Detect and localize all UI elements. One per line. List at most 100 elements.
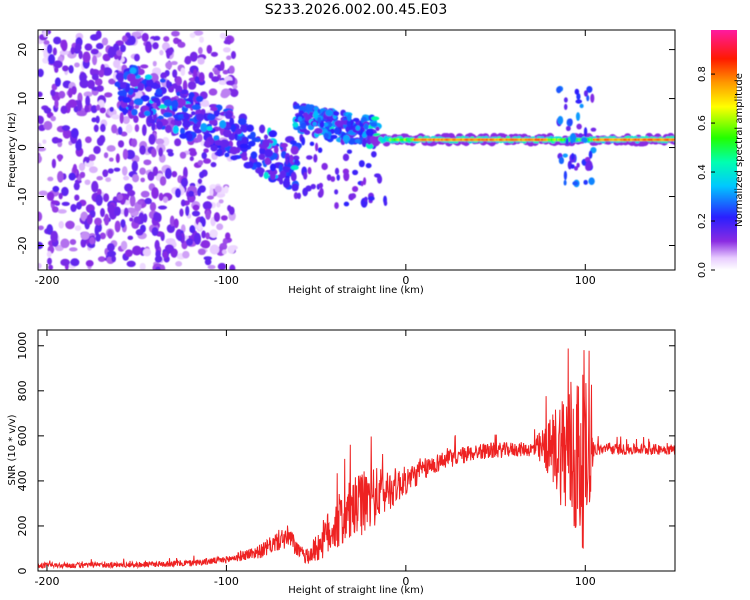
spectrogram-blob: [42, 139, 47, 144]
spectrogram-blob: [151, 148, 157, 158]
spectrogram-blob: [38, 142, 42, 148]
spectrogram-blob: [155, 266, 161, 270]
snr-frame: [37, 329, 676, 572]
spectrogram-blob: [280, 142, 288, 148]
spectrogram-blob: [70, 258, 80, 267]
spectrogram-blob: [194, 76, 200, 84]
spectrogram-blob: [133, 97, 144, 106]
spectrogram-blob: [175, 76, 182, 86]
snr-y-ticks: 0 200 400 600 800 1000: [16, 332, 675, 575]
spectrogram-blob: [46, 191, 55, 201]
spectrogram-blob: [578, 133, 584, 139]
spectrogram-x-tick-label: -100: [214, 274, 239, 287]
snr-series-line: [38, 348, 675, 570]
spectrogram-blob: [119, 44, 126, 53]
spectrogram-blob: [125, 124, 133, 134]
spectrogram-blob: [367, 196, 375, 201]
spectrogram-blob: [217, 262, 227, 270]
spectrogram-blob: [209, 187, 214, 198]
spectrogram-blob: [55, 138, 63, 143]
spectrogram-blob: [199, 216, 205, 224]
spectrogram-blob: [131, 31, 142, 38]
spectrogram-blob: [199, 36, 204, 44]
spectrogram-blob: [141, 32, 149, 42]
spectrogram-blob: [240, 152, 248, 157]
spectrogram-blob: [129, 194, 136, 207]
spectrogram-blob: [38, 154, 42, 164]
spectrogram-blob: [93, 124, 99, 133]
spectrogram-y-tick-label: -20: [16, 237, 29, 255]
spectrogram-blob: [107, 204, 115, 215]
spectrogram-blob: [255, 167, 265, 174]
spectrogram-blob: [128, 35, 136, 46]
snr-x-tick-label: 0: [402, 575, 409, 588]
spectrogram-blob: [283, 177, 290, 183]
spectrogram-blob: [182, 120, 191, 128]
snr-y-tick-label: 0: [16, 568, 29, 575]
spectrogram-blob: [173, 114, 180, 119]
spectrogram-blob: [317, 147, 323, 153]
spectrogram-blob: [78, 50, 83, 60]
spectrogram-blob: [246, 124, 254, 132]
spectrogram-blob: [122, 35, 128, 42]
spectrogram-blob: [305, 103, 311, 112]
colorbar-tick-label: 0.6: [697, 115, 708, 131]
spectrogram-blob: [122, 148, 129, 160]
spectrogram-blob: [96, 175, 103, 181]
spectrogram-blob: [62, 65, 69, 72]
spectrogram-blob: [230, 51, 236, 60]
spectrogram-blob: [197, 222, 203, 231]
spectrogram-blob: [87, 79, 95, 89]
spectrogram-blob: [179, 151, 187, 159]
spectrogram-blob: [671, 138, 675, 142]
spectrogram-blob: [113, 167, 121, 172]
spectrogram-blob: [117, 140, 125, 148]
spectrogram-blob: [202, 201, 213, 210]
spectrogram-heatmap: [38, 30, 675, 270]
spectrogram-blob: [129, 67, 137, 74]
spectrogram-blob: [94, 78, 103, 86]
spectrogram-blob: [68, 172, 76, 181]
spectrogram-blob: [103, 193, 110, 203]
spectrogram-blob: [174, 188, 182, 198]
spectrogram-blob: [189, 51, 198, 62]
spectrogram-blob: [273, 145, 279, 154]
spectrogram-blob: [326, 174, 332, 181]
spectrogram-blob: [50, 115, 56, 122]
spectrogram-blob: [61, 125, 71, 131]
spectrogram-blob: [137, 84, 143, 91]
spectrogram-blob: [124, 249, 133, 257]
spectrogram-x-tick-label: -200: [34, 274, 59, 287]
spectrogram-blob: [214, 139, 223, 146]
spectrogram-blob: [50, 89, 56, 97]
spectrogram-blob: [171, 30, 180, 37]
spectrogram-blob: [325, 109, 334, 117]
spectrogram-blob: [313, 153, 318, 163]
spectrogram-blob: [79, 171, 86, 179]
spectrogram-blob: [100, 123, 106, 133]
spectrogram-blob: [131, 138, 138, 148]
spectrogram-blob: [99, 232, 106, 240]
spectrogram-blob: [581, 137, 588, 143]
spectrogram-blob: [120, 131, 128, 137]
spectrogram-blob: [290, 165, 299, 171]
spectrogram-blob: [189, 225, 196, 234]
spectrogram-blob: [214, 185, 222, 193]
spectrogram-blob: [313, 106, 319, 111]
spectrogram-blob: [343, 201, 350, 207]
spectrogram-blob: [165, 79, 171, 89]
spectrogram-blob: [227, 245, 236, 254]
spectrogram-blob: [196, 133, 203, 143]
spectrogram-blob: [330, 134, 338, 140]
spectrogram-blob: [141, 79, 147, 85]
spectrogram-blob: [70, 128, 79, 139]
spectrogram-blob: [54, 77, 61, 87]
spectrogram-blob: [153, 211, 160, 221]
spectrogram-blob: [47, 176, 54, 182]
spectrogram-blob: [248, 140, 256, 147]
spectrogram-blob: [62, 128, 71, 139]
spectrogram-blob: [176, 98, 187, 107]
spectrogram-blob: [216, 148, 223, 157]
spectrogram-blob: [38, 91, 43, 98]
